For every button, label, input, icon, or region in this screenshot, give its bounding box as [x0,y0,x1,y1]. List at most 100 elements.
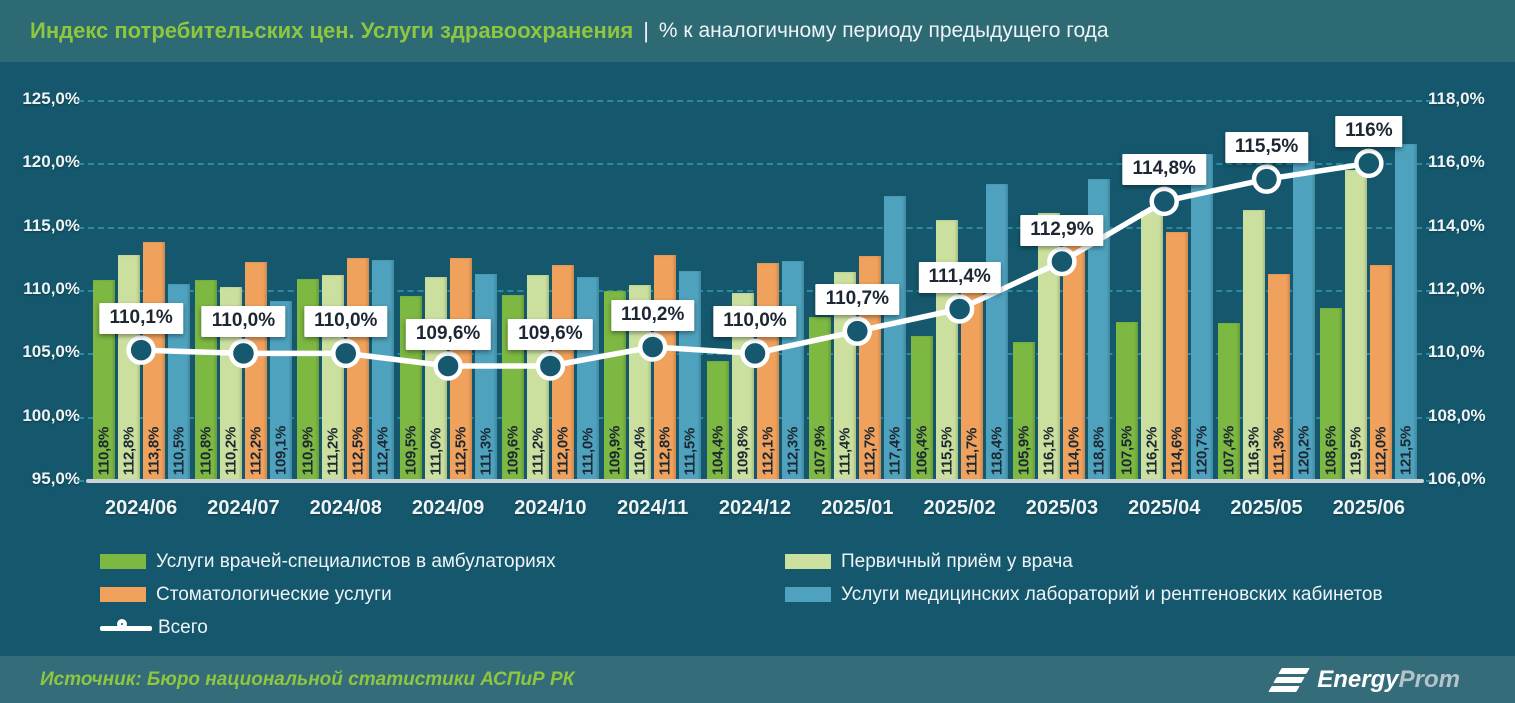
total-line-marker [331,338,361,369]
total-value-callout: 110,1% [99,303,183,335]
gridline [78,163,1432,166]
total-line-marker [1354,148,1384,179]
bar-первичный-2025/04: 116,2% [1140,211,1163,480]
total-line-marker [228,338,259,369]
total-line-marker [637,332,668,362]
legend-line-marker [100,618,152,638]
left-axis-tick: 110,0% [23,279,80,298]
x-axis-label-2025/01: 2025/01 [821,497,894,519]
bar-первичный-2024/12: 109,8% [731,292,754,480]
left-axis-tick: 100,0% [22,405,80,425]
legend-item: Первичный приём у врача [785,545,1383,578]
bar-стоматологические-2024/06: 113,8% [142,241,165,480]
bar-услуги-2025/06: 121,5% [1395,144,1418,480]
total-value-callout: 115,5% [1224,132,1309,164]
right-axis-tick: 106,0% [1428,469,1486,488]
right-axis-tick: 112,0% [1428,279,1485,298]
legend-swatch [100,554,146,569]
gridline [78,290,1432,292]
total-line-marker [740,338,770,369]
legend-item: Всего [100,611,556,644]
total-value-callout: 114,8% [1122,154,1206,186]
left-axis-tick: 95,0% [31,469,80,488]
logo-bar [1273,676,1305,683]
legend-swatch [785,587,831,602]
x-axis-line [86,479,1424,483]
total-line-marker [842,316,873,346]
bar-первичный-2025/05: 116,3% [1243,210,1266,480]
x-axis-label-2024/10: 2024/10 [514,497,587,519]
total-value-callout: 112,9% [1020,214,1104,246]
legend-circle [117,618,127,629]
chart-subtitle: % к аналогичному периоду предыдущего год… [658,19,1109,42]
total-value-callout: 110,0% [304,306,388,338]
legend-label: Услуги медицинских лабораторий и рентген… [841,583,1383,605]
bar-услуги-2025/05: 120,2% [1293,160,1316,480]
right-axis-tick: 116,0% [1428,152,1485,172]
title-separator: | [643,18,649,43]
left-axis-tick: 125,0% [22,89,80,108]
x-axis-label-2024/11: 2024/11 [617,497,689,519]
total-line-marker [1047,246,1077,277]
left-axis-tick: 120,0% [22,152,80,172]
bar-услуги-2024/11: 109,9% [604,291,627,480]
total-value-callout: 110,0% [713,306,797,338]
right-axis-tick: 114,0% [1428,215,1485,235]
total-value-callout: 109,6% [405,319,491,350]
bar-стоматологические-2025/05: 111,3% [1268,273,1291,480]
legend-column: Первичный приём у врача Услуги медицински… [785,545,1383,611]
total-value-callout: 110,2% [610,300,695,331]
bar-стоматологические-2025/04: 114,6% [1165,231,1188,480]
bar-услуги-2025/06: 108,6% [1320,307,1343,480]
bar-стоматологические-2025/06: 112,0% [1370,264,1393,480]
total-value-callout: 111,4% [918,262,1001,293]
x-axis-label-2025/05: 2025/05 [1230,497,1303,519]
bar-первичный-2025/06: 119,5% [1345,169,1368,480]
bar-услуги-2024/12: 104,4% [706,360,729,480]
bar-услуги-2024/07: 109,1% [269,301,292,480]
total-value-callout: 110,0% [201,306,286,338]
total-line-marker [126,335,156,365]
x-axis-label-2024/09: 2024/09 [411,497,485,519]
right-axis: 118,0% 116,0% 114,0% 112,0% 110,0% 108,0% 106,… [1428,89,1512,488]
logo-text-bold: Energy [1317,665,1399,693]
bar-услуги-2025/04: 107,5% [1115,321,1138,480]
legend-swatch [785,554,831,569]
bar-услуги-2025/01: 107,9% [808,316,831,480]
gridline [78,416,1432,419]
bar-первичный-2025/03: 116,1% [1038,212,1061,480]
gridline [78,226,1432,229]
x-axis-label-2024/06: 2024/06 [105,497,178,519]
bar-услуги-2025/03: 105,9% [1013,341,1036,480]
legend-label: Стоматологические услуги [156,583,392,605]
x-axis-label-2025/02: 2025/02 [923,497,996,519]
legend-item: Стоматологические услуги [100,578,556,611]
logo-text-light: Prom [1398,665,1460,693]
energyprom-logo: Energy Prom [1268,665,1460,694]
logo-bar [1268,685,1300,692]
x-axis-label-2025/04: 2025/04 [1128,497,1201,519]
bar-услуги-2025/03: 118,8% [1088,178,1111,480]
legend-label: Всего [158,616,208,638]
plot-area: 110,8% 110,8% 110,9% 109,5% 109,6% 109,9% 104,… [78,100,1432,483]
bar-услуги-2025/02: 106,4% [911,335,934,480]
x-axis-label-2024/12: 2024/12 [718,497,792,519]
legend-item: Услуги врачей-специалистов в амбулатория… [100,545,556,578]
left-axis-tick: 115,0% [23,215,80,235]
logo-bar [1278,667,1310,674]
x-axis-label-2025/06: 2025/06 [1332,497,1405,519]
total-line-marker [535,351,566,381]
total-line-chart [126,148,1384,381]
source-text: Источник: Бюро национальной статистики А… [40,668,575,690]
total-value-callout: 110,7% [815,284,899,316]
legend-item: Услуги медицинских лабораторий и рентген… [785,578,1383,611]
bar-услуги-2025/01: 117,4% [883,196,906,480]
right-axis-tick: 118,0% [1428,89,1485,108]
legend-label: Первичный приём у врача [841,550,1073,572]
header: Индекс потребительских цен. Услуги здрав… [0,0,1515,62]
chart-title: Индекс потребительских цен. Услуги здрав… [30,18,634,43]
bar-стоматологические-2025/03: 114,0% [1063,239,1086,480]
right-axis-tick: 108,0% [1428,405,1486,425]
energyprom-icon [1268,666,1310,693]
